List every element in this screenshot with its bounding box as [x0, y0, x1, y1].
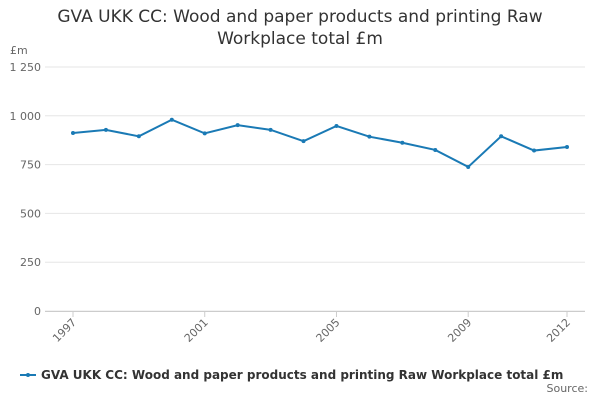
point [334, 123, 339, 128]
point [202, 131, 207, 136]
y-tick-label: 250 [20, 256, 41, 269]
point [169, 117, 174, 122]
chart-title: GVA UKK CC: Wood and paper products and … [57, 7, 543, 49]
point [433, 147, 438, 152]
line [72, 118, 568, 169]
point [268, 127, 273, 132]
point [499, 134, 504, 139]
y-tick-label: 1 250 [10, 61, 42, 74]
source: Source: [547, 382, 589, 395]
legend-marker [26, 373, 30, 377]
y-tick-label: 1 000 [10, 110, 42, 123]
point [71, 130, 75, 135]
y-axis-label: £m [10, 44, 28, 57]
legend-text: GVA UKK CC: Wood and paper products and … [41, 368, 563, 382]
y-tick-label: 500 [20, 207, 41, 220]
point [367, 134, 372, 139]
point [235, 123, 240, 128]
x-tick-label: 2005 [314, 316, 343, 345]
point [301, 139, 306, 144]
point [532, 148, 537, 153]
x-tick-label: 2009 [445, 316, 474, 345]
x-tick-label: 2012 [544, 316, 573, 345]
point [400, 140, 405, 145]
point [103, 127, 108, 132]
y-tick-label: 0 [34, 305, 41, 318]
point [466, 164, 471, 169]
y-tick-label: 750 [20, 159, 41, 172]
point [565, 145, 569, 150]
x-tick-label: 1997 [50, 316, 79, 345]
x-tick-label: 2001 [182, 316, 211, 345]
point [136, 134, 141, 139]
